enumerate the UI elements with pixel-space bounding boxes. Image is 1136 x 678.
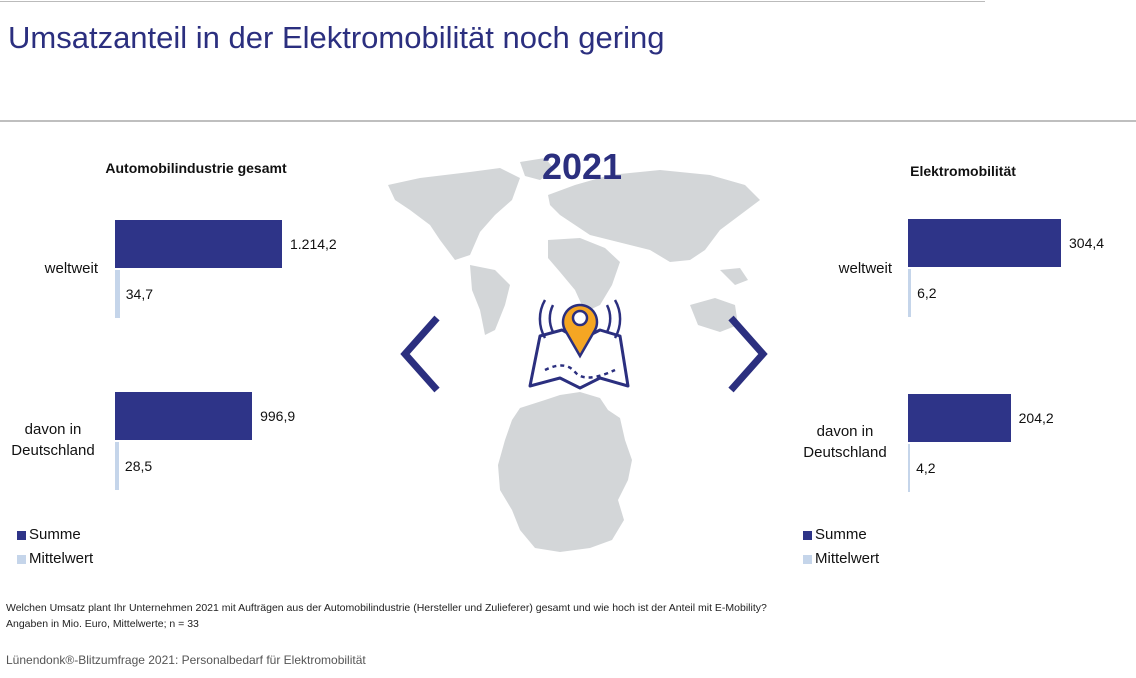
legend-label: Mittelwert — [29, 550, 94, 567]
legend-swatch — [803, 555, 812, 564]
legend-label: Summe — [815, 526, 867, 543]
bar — [908, 269, 912, 317]
category-label: davon in Deutschland — [11, 421, 95, 459]
chart-title: Automobilindustrie gesamt — [105, 160, 287, 176]
bar — [115, 392, 253, 440]
legend-label: Mittelwert — [815, 550, 880, 567]
value-label: 1.214,2 — [290, 236, 337, 252]
year: 2021 — [541, 146, 623, 187]
category-label: weltweit — [838, 260, 892, 277]
bar — [908, 394, 1011, 442]
pin-icon — [528, 299, 630, 390]
question: Welchen Umsatz plant Ihr Unternehmen 202… — [6, 602, 767, 614]
value-label: 4,2 — [916, 460, 936, 476]
chart-title: Elektromobilität — [910, 163, 1016, 179]
value-label: 6,2 — [917, 285, 937, 301]
bar — [115, 270, 120, 318]
value-label: 204,2 — [1018, 410, 1054, 426]
legend-label: Summe — [29, 526, 81, 543]
bar — [115, 442, 119, 490]
value-label: 34,7 — [125, 286, 154, 302]
value-label: 304,4 — [1069, 235, 1105, 251]
value-label: 996,9 — [260, 408, 296, 424]
bar — [908, 444, 911, 492]
legend-swatch — [803, 531, 812, 540]
category-label: davon in Deutschland — [803, 423, 887, 461]
value-label: 28,5 — [124, 458, 153, 474]
legend-swatch — [17, 531, 26, 540]
legend-swatch — [17, 555, 26, 564]
chevron-left — [400, 315, 440, 393]
bar — [115, 220, 282, 268]
bar — [908, 219, 1061, 267]
source: Lünendonk®-Blitzumfrage 2021: Personalbe… — [6, 653, 366, 667]
germany-map — [498, 392, 632, 552]
chevron-right — [728, 315, 768, 393]
page-title: Umsatzanteil in der Elektromobilität noc… — [8, 20, 665, 55]
world-map — [388, 158, 760, 335]
category-label: weltweit — [44, 260, 98, 277]
note: Angaben in Mio. Euro, Mittelwerte; n = 3… — [6, 618, 199, 630]
